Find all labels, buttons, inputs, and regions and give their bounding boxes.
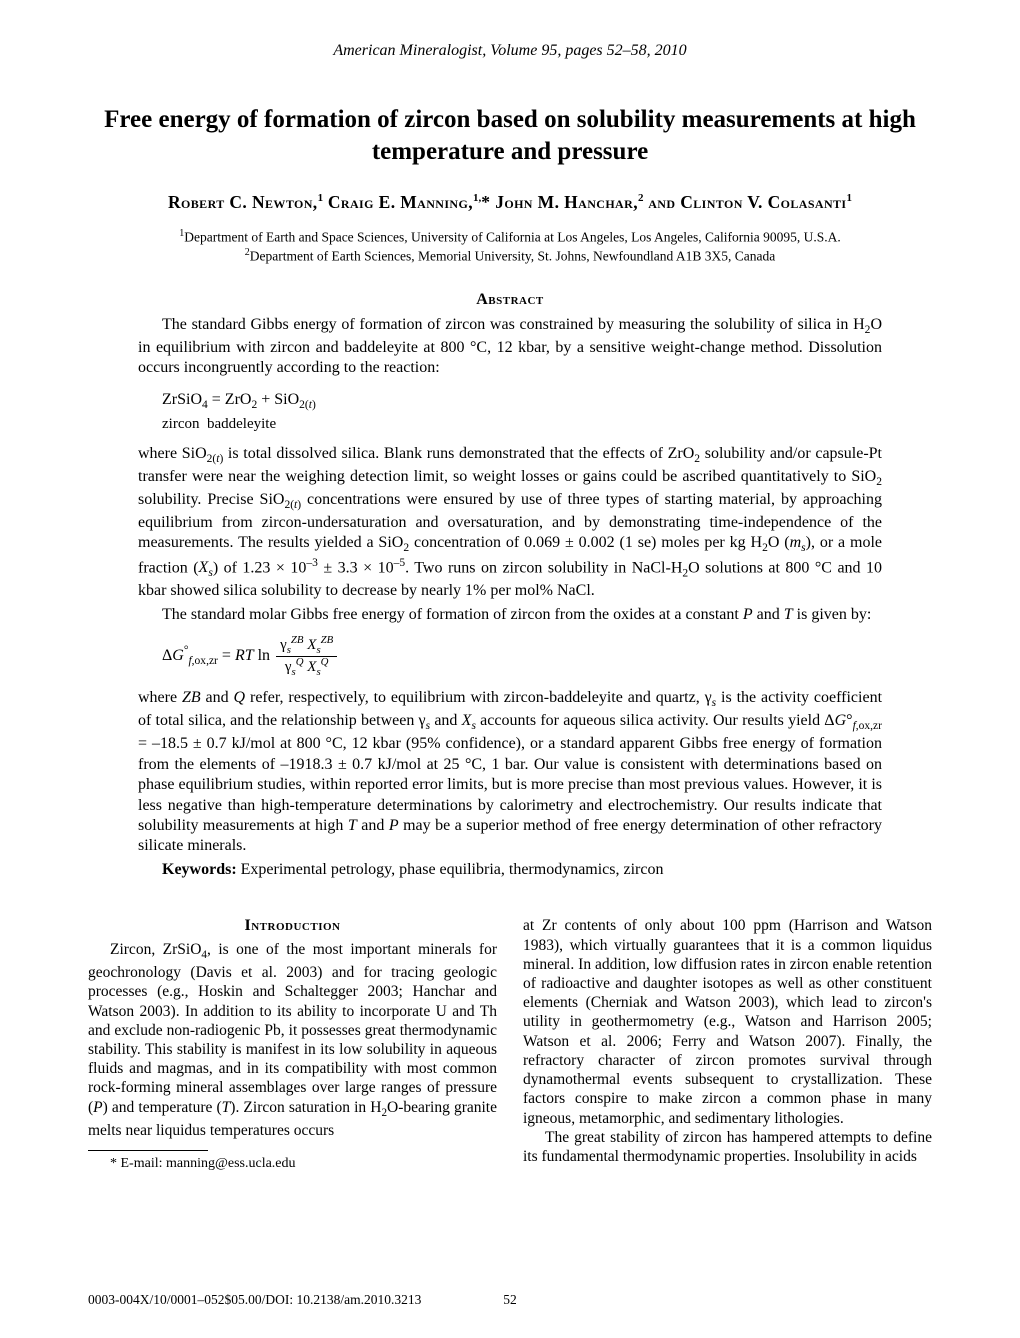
intro-right-p1: at Zr contents of only about 100 ppm (Ha… — [523, 916, 932, 1127]
intro-heading: Introduction — [88, 916, 497, 936]
corresponding-email: * E-mail: manning@ess.ucla.edu — [88, 1155, 497, 1172]
equation-gibbs: ΔG°f,ox,zr = RT ln γsZB XsZB γsQ XsQ — [162, 635, 882, 678]
equation-gibbs-numerator: γsZB XsZB — [276, 635, 337, 657]
page-footer: 52 0003-004X/10/0001–052$05.00/DOI: 10.2… — [88, 1292, 932, 1308]
abstract-heading: Abstract — [88, 291, 932, 309]
column-right: at Zr contents of only about 100 ppm (Ha… — [523, 916, 932, 1172]
equation-reaction-labels: zircon baddeleyite — [162, 414, 882, 434]
abstract-body: The standard Gibbs energy of formation o… — [138, 315, 882, 880]
affiliations: 1Department of Earth and Space Sciences,… — [88, 227, 932, 265]
column-left: Introduction Zircon, ZrSiO4, is one of t… — [88, 916, 497, 1172]
abstract-p2: where SiO2(t) is total dissolved silica.… — [138, 444, 882, 602]
equation-reaction: ZrSiO4 = ZrO2 + SiO2(t) zircon baddeleyi… — [162, 389, 882, 434]
equation-gibbs-fraction: γsZB XsZB γsQ XsQ — [276, 635, 337, 678]
abstract-p4: where ZB and Q refer, respectively, to e… — [138, 688, 882, 857]
abstract-p1: The standard Gibbs energy of formation o… — [138, 315, 882, 379]
equation-reaction-formula: ZrSiO4 = ZrO2 + SiO2(t) — [162, 389, 882, 414]
affiliation-1: 1Department of Earth and Space Sciences,… — [88, 227, 932, 246]
body-columns: Introduction Zircon, ZrSiO4, is one of t… — [88, 916, 932, 1172]
footnote-rule — [88, 1150, 208, 1151]
journal-line: American Mineralogist, Volume 95, pages … — [88, 42, 932, 60]
article-title: Free energy of formation of zircon based… — [102, 104, 918, 168]
equation-gibbs-lhs: ΔG°f,ox,zr = RT ln — [162, 647, 270, 664]
author-list: Robert C. Newton,1 Craig E. Manning,1,* … — [88, 192, 932, 213]
intro-right-p2: The great stability of zircon has hamper… — [523, 1128, 932, 1166]
page-number: 52 — [88, 1292, 932, 1308]
equation-gibbs-denominator: γsQ XsQ — [276, 657, 337, 678]
keywords-line: Keywords: Experimental petrology, phase … — [138, 860, 882, 880]
affiliation-2: 2Department of Earth Sciences, Memorial … — [88, 246, 932, 265]
page: American Mineralogist, Volume 95, pages … — [0, 0, 1020, 1338]
intro-left-p1: Zircon, ZrSiO4, is one of the most impor… — [88, 940, 497, 1140]
abstract-p3: The standard molar Gibbs free energy of … — [138, 605, 882, 625]
